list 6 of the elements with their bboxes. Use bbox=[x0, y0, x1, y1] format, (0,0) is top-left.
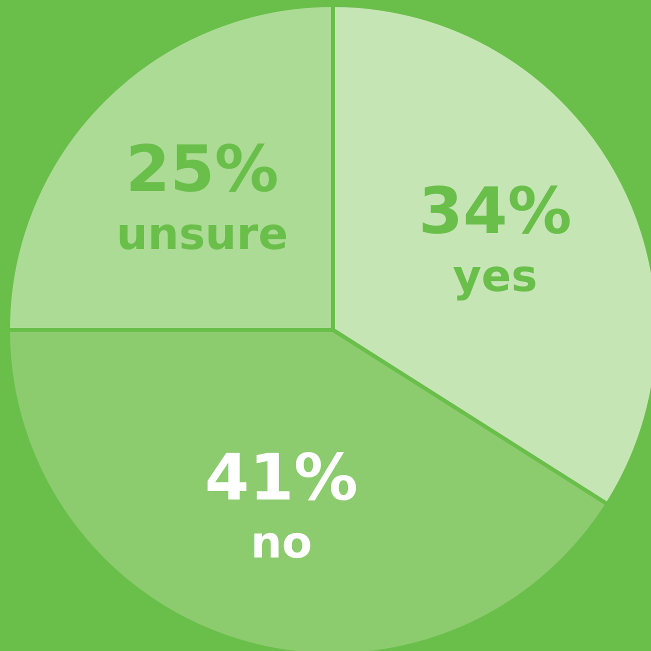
data-label: 34% bbox=[418, 174, 572, 249]
slice-label: unsure bbox=[116, 209, 288, 260]
data-label: 41% bbox=[204, 442, 358, 516]
data-label: 25% bbox=[126, 133, 279, 208]
slice-label: yes bbox=[452, 250, 538, 302]
slice-label: no bbox=[250, 518, 312, 569]
